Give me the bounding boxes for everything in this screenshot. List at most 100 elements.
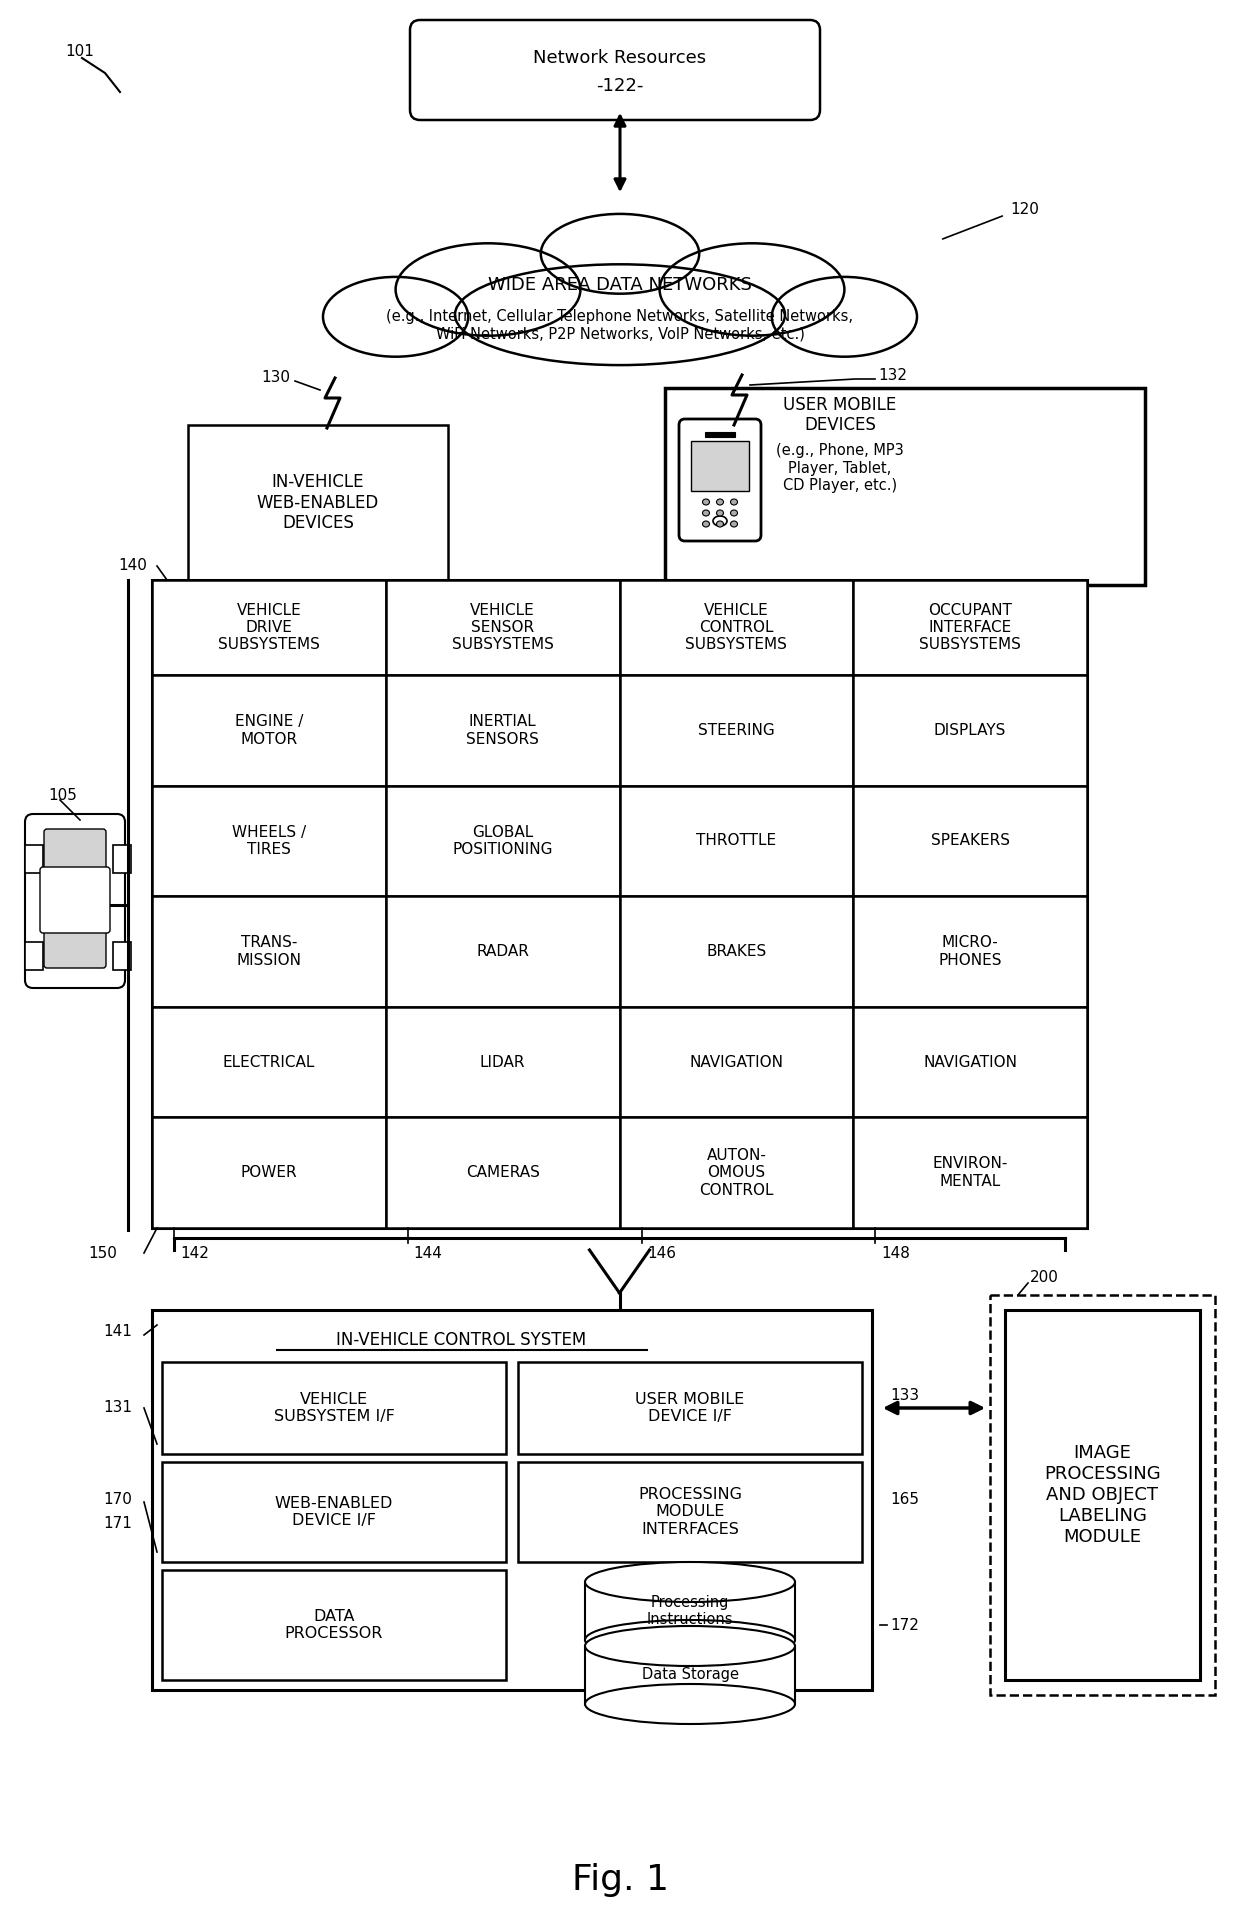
Text: ELECTRICAL: ELECTRICAL [223,1055,315,1070]
Text: RADAR: RADAR [476,945,529,958]
Bar [665,388,1145,584]
Bar [153,580,1087,1228]
Bar [691,442,749,490]
Bar [518,1461,862,1562]
Bar [386,675,620,785]
Text: (e.g., Internet, Cellular Telephone Networks, Satellite Networks,
WiFi Networks,: (e.g., Internet, Cellular Telephone Netw… [387,308,853,341]
Text: 105: 105 [48,787,77,802]
Text: OCCUPANT
INTERFACE
SUBSYSTEMS: OCCUPANT INTERFACE SUBSYSTEMS [919,603,1021,652]
Text: IN-VEHICLE CONTROL SYSTEM: IN-VEHICLE CONTROL SYSTEM [336,1330,587,1350]
Text: 132: 132 [878,368,906,384]
Text: USER MOBILE
DEVICES: USER MOBILE DEVICES [784,395,897,434]
Bar [620,580,853,675]
Bar [518,1361,862,1454]
Text: WHEELS /
TIRES: WHEELS / TIRES [232,825,306,858]
Ellipse shape [730,499,738,505]
Ellipse shape [703,499,709,505]
FancyBboxPatch shape [40,868,110,933]
Text: 133: 133 [890,1388,919,1404]
Text: -122-: -122- [596,77,644,94]
Bar [153,1118,386,1228]
Text: USER MOBILE
DEVICE I/F: USER MOBILE DEVICE I/F [635,1392,745,1425]
Text: Fig. 1: Fig. 1 [572,1862,668,1897]
Text: Network Resources: Network Resources [533,48,707,67]
Text: 165: 165 [890,1492,919,1508]
Ellipse shape [585,1683,795,1724]
Text: 171: 171 [103,1517,131,1531]
Bar [1004,1309,1200,1679]
Text: AUTON-
OMOUS
CONTROL: AUTON- OMOUS CONTROL [699,1147,774,1197]
Bar [585,1647,795,1704]
Ellipse shape [585,1620,795,1660]
Bar [113,943,131,970]
Bar [153,580,386,675]
Text: NAVIGATION: NAVIGATION [923,1055,1017,1070]
Bar [386,1118,620,1228]
Text: 130: 130 [260,370,290,386]
Text: 131: 131 [103,1400,131,1415]
Ellipse shape [541,214,699,293]
Ellipse shape [322,278,469,357]
Bar [153,1309,872,1691]
Text: POWER: POWER [241,1165,298,1180]
Ellipse shape [455,264,785,364]
Bar [113,844,131,873]
Text: 200: 200 [1030,1269,1059,1284]
Bar [853,1118,1087,1228]
Text: IN-VEHICLE
WEB-ENABLED
DEVICES: IN-VEHICLE WEB-ENABLED DEVICES [257,472,379,532]
Text: SPEAKERS: SPEAKERS [931,833,1009,848]
Ellipse shape [730,511,738,517]
Text: 146: 146 [647,1245,677,1261]
Text: 142: 142 [180,1245,208,1261]
Bar [853,897,1087,1006]
Text: BRAKES: BRAKES [707,945,766,958]
Bar [990,1296,1215,1695]
Ellipse shape [585,1625,795,1666]
Bar [853,1006,1087,1118]
Bar [386,580,620,675]
Bar [25,844,43,873]
Bar [386,897,620,1006]
Text: CAMERAS: CAMERAS [466,1165,539,1180]
Ellipse shape [396,243,580,335]
Ellipse shape [717,511,723,517]
Bar [153,1006,386,1118]
FancyBboxPatch shape [43,829,105,870]
Text: 148: 148 [882,1245,910,1261]
Bar [620,785,853,897]
Text: ENVIRON-
MENTAL: ENVIRON- MENTAL [932,1157,1008,1190]
Ellipse shape [717,499,723,505]
Text: DISPLAYS: DISPLAYS [934,723,1007,738]
Text: GLOBAL
POSITIONING: GLOBAL POSITIONING [453,825,553,858]
Text: IMAGE
PROCESSING
AND OBJECT
LABELING
MODULE: IMAGE PROCESSING AND OBJECT LABELING MOD… [1044,1444,1161,1546]
FancyBboxPatch shape [25,814,125,987]
Text: 140: 140 [118,559,148,573]
Bar [853,785,1087,897]
Text: TRANS-
MISSION: TRANS- MISSION [237,935,301,968]
Text: LIDAR: LIDAR [480,1055,526,1070]
Ellipse shape [660,243,844,335]
Text: 141: 141 [103,1325,131,1340]
Ellipse shape [703,511,709,517]
Text: 101: 101 [64,44,94,60]
Bar [153,675,386,785]
Text: (e.g., Phone, MP3
Player, Tablet,
CD Player, etc.): (e.g., Phone, MP3 Player, Tablet, CD Pla… [776,443,904,494]
Bar [706,432,735,438]
Text: MICRO-
PHONES: MICRO- PHONES [939,935,1002,968]
Text: Data Storage: Data Storage [641,1668,739,1683]
Bar [620,675,853,785]
Text: STEERING: STEERING [698,723,775,738]
Bar [853,675,1087,785]
Text: 150: 150 [88,1245,117,1261]
Text: Processing
Instructions: Processing Instructions [647,1594,733,1627]
Text: VEHICLE
CONTROL
SUBSYSTEMS: VEHICLE CONTROL SUBSYSTEMS [686,603,787,652]
Bar [162,1569,506,1679]
Text: WIDE AREA DATA NETWORKS: WIDE AREA DATA NETWORKS [489,276,751,293]
Text: THROTTLE: THROTTLE [697,833,776,848]
Bar [162,1461,506,1562]
Text: NAVIGATION: NAVIGATION [689,1055,784,1070]
Bar [153,785,386,897]
Bar [162,1361,506,1454]
Bar [620,1118,853,1228]
FancyBboxPatch shape [680,418,761,542]
